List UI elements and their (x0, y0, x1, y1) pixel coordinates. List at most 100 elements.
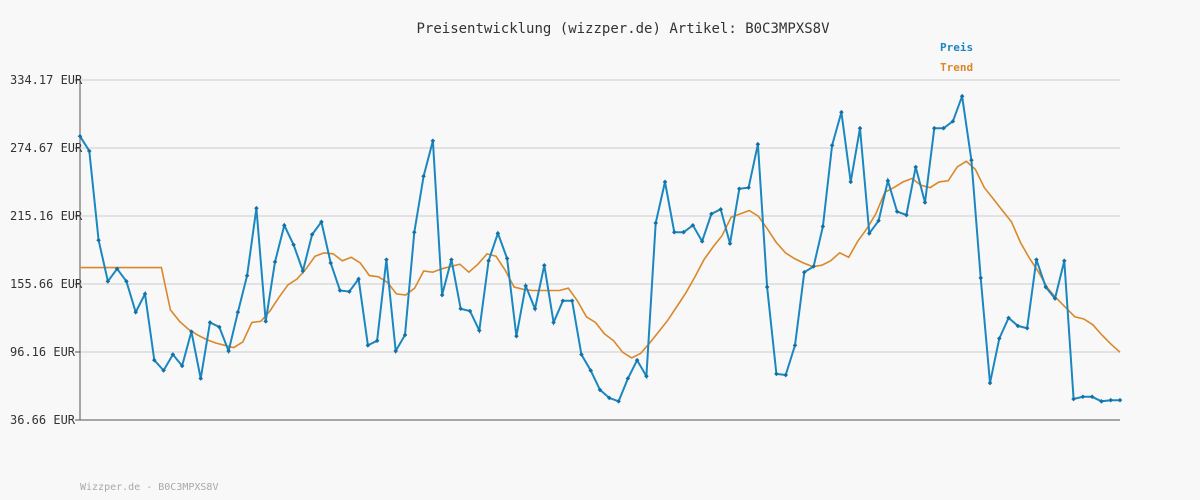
price-point (486, 258, 491, 264)
price-point (1006, 315, 1011, 321)
price-point (504, 256, 510, 261)
price-point (86, 148, 92, 154)
price-point (569, 298, 575, 304)
price-point (439, 292, 445, 298)
price-point (811, 264, 816, 269)
price-point (727, 241, 733, 246)
price-series-line (79, 95, 1120, 403)
price-point (421, 173, 426, 179)
price-point (495, 231, 501, 236)
price-point (996, 336, 1002, 341)
price-point (346, 289, 352, 294)
price-point (393, 348, 399, 354)
price-point (978, 275, 984, 281)
price-point (885, 178, 891, 184)
price-point (476, 328, 482, 333)
price-point (839, 109, 844, 115)
price-point (829, 143, 835, 148)
price-point (969, 157, 974, 163)
price-point (671, 229, 677, 235)
price-point (606, 395, 612, 401)
price-point (216, 324, 222, 330)
price-point (950, 119, 956, 124)
price-point (1061, 258, 1067, 264)
price-point (77, 133, 83, 139)
price-point (904, 212, 909, 218)
price-point (384, 257, 389, 262)
price-point (1024, 325, 1030, 331)
price-point (634, 357, 640, 363)
price-point (588, 368, 594, 373)
price-point (430, 138, 436, 144)
y-tick-label: 96.16 EUR (10, 345, 76, 359)
price-point (411, 229, 417, 235)
price-point (309, 232, 315, 237)
price-point (579, 352, 584, 357)
price-point (644, 373, 649, 379)
chart-title: Preisentwicklung (wizzper.de) Artikel: B… (416, 21, 830, 37)
y-tick-label: 334.17 EUR (10, 73, 83, 87)
price-point (774, 371, 779, 377)
price-point (254, 205, 259, 211)
price-point (319, 219, 324, 225)
price-point (1052, 296, 1058, 301)
price-point (1099, 399, 1104, 404)
price-point (328, 260, 334, 266)
price-point (96, 237, 101, 243)
legend-preis: Preis (940, 41, 973, 54)
y-tick-label: 155.66 EUR (10, 277, 83, 291)
price-point (560, 298, 566, 304)
price-point (1117, 397, 1123, 403)
price-point (551, 320, 556, 325)
grid-lines (80, 79, 1120, 354)
price-point (458, 306, 464, 312)
price-point (1015, 323, 1021, 329)
footer-credit: Wizzper.de - B0C3MPXS8V (80, 482, 218, 493)
price-point (736, 186, 742, 192)
price-point (857, 125, 863, 131)
price-point (718, 207, 724, 212)
price-point (922, 200, 928, 205)
price-point (337, 288, 343, 293)
price-point (291, 242, 296, 248)
price-point (142, 291, 148, 297)
legend-trend: Trend (940, 61, 973, 74)
price-point (1080, 394, 1086, 400)
price-point (783, 372, 789, 378)
price-point (662, 179, 668, 185)
y-tick-label: 36.66 EUR (10, 413, 76, 427)
price-point (690, 223, 696, 228)
y-axis: 334.17 EUR 274.67 EUR 215.16 EUR 155.66 EUR… (10, 73, 83, 427)
price-point (746, 185, 751, 190)
price-point (625, 376, 631, 381)
price-point (699, 239, 705, 244)
price-point (894, 209, 900, 214)
price-point (681, 229, 686, 235)
price-point (374, 338, 380, 344)
price-point (514, 333, 519, 339)
price-point (848, 179, 854, 185)
price-point (1034, 257, 1039, 262)
price-point (931, 125, 937, 131)
price-point (709, 211, 714, 217)
price-point (300, 268, 306, 274)
price-point (114, 266, 120, 272)
price-point (876, 218, 881, 224)
y-tick-label: 215.16 EUR (10, 209, 83, 223)
price-point (820, 224, 826, 229)
trend-series-line (80, 160, 1121, 359)
price-point (801, 269, 807, 275)
price-point (467, 308, 473, 314)
price-point (597, 387, 603, 393)
price-point (616, 399, 621, 404)
price-point (198, 376, 204, 381)
price-point (124, 279, 129, 284)
price-point (226, 348, 231, 354)
price-point (959, 93, 965, 99)
price-point (941, 125, 946, 131)
price-point (356, 276, 361, 282)
price-point (866, 231, 872, 236)
price-point (365, 343, 371, 348)
price-point (1089, 394, 1095, 400)
